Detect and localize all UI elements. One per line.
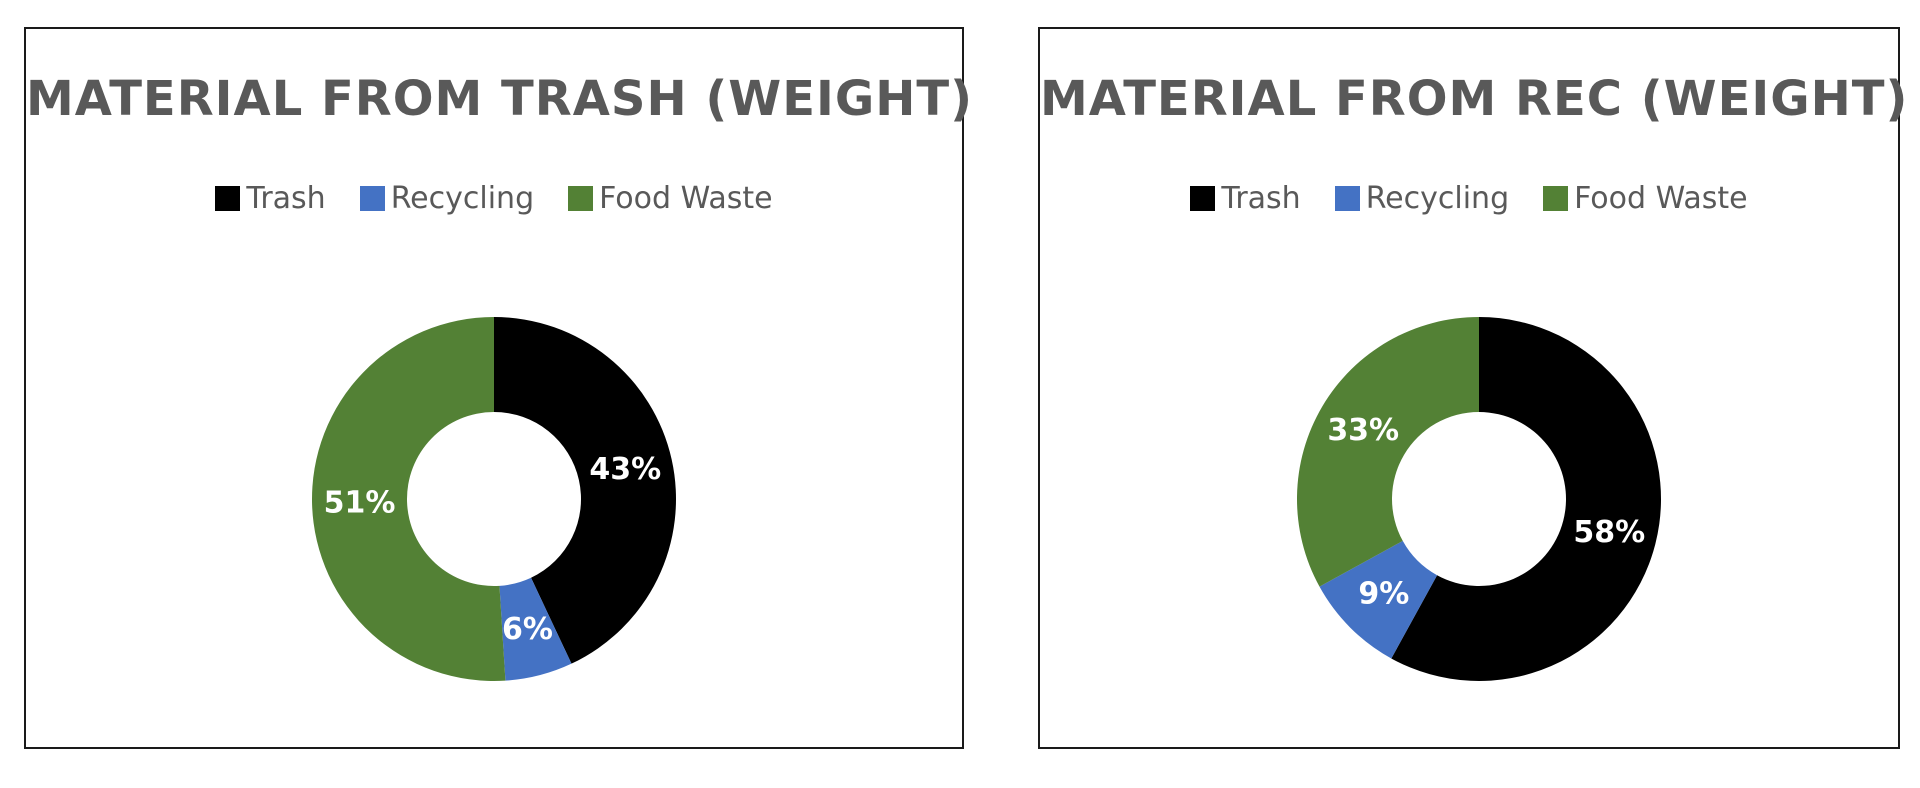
data-label-recycling: 6% [502, 612, 553, 647]
legend-swatch [568, 186, 594, 211]
legend-label: Trash [1221, 181, 1301, 216]
legend-label: Recycling [390, 181, 535, 216]
legend-swatch [1334, 186, 1360, 211]
legend-swatch [215, 186, 241, 211]
legend-item-recycling: Recycling [1334, 181, 1510, 216]
donut-slice-recycling [499, 577, 572, 681]
data-label-trash: 58% [1573, 515, 1645, 550]
donut-slice-trash [494, 317, 676, 664]
legend-swatch [1543, 186, 1569, 211]
legend-item-food-waste: Food Waste [568, 181, 773, 216]
chart-title: MATERIAL FROM TRASH (WEIGHT) [26, 71, 974, 127]
legend-label: Recycling [1365, 181, 1510, 216]
data-label-food-waste: 33% [1327, 413, 1399, 448]
legend-swatch [1190, 186, 1216, 211]
trash-chart-panel: MATERIAL FROM TRASH (WEIGHT) Trash Recyc… [24, 27, 974, 749]
chart-title: MATERIAL FROM REC (WEIGHT) [1040, 71, 1909, 127]
legend-swatch [359, 186, 385, 211]
donut-chart: 58% 9% 33% [1297, 317, 1661, 681]
donut-slice-food-waste [1297, 317, 1479, 587]
legend-item-trash: Trash [215, 181, 326, 216]
donut-chart: 43% 6% 51% [311, 317, 676, 681]
rec-chart-panel: MATERIAL FROM REC (WEIGHT) Trash Recycli… [1038, 27, 1909, 749]
data-label-food-waste: 51% [324, 486, 396, 521]
donut-slice-trash [1391, 317, 1661, 681]
legend-item-recycling: Recycling [359, 181, 535, 216]
legend-label: Food Waste [1574, 181, 1748, 216]
chart-legend: Trash Recycling Food Waste [1040, 181, 1898, 216]
data-label-recycling: 9% [1358, 577, 1409, 612]
chart-legend: Trash Recycling Food Waste [26, 181, 962, 216]
legend-label: Trash [246, 181, 326, 216]
donut-slice-recycling [1319, 540, 1438, 659]
donut-slice-food-waste [311, 317, 506, 681]
legend-label: Food Waste [599, 181, 773, 216]
legend-item-trash: Trash [1190, 181, 1301, 216]
data-label-trash: 43% [589, 452, 661, 487]
legend-item-food-waste: Food Waste [1543, 181, 1748, 216]
